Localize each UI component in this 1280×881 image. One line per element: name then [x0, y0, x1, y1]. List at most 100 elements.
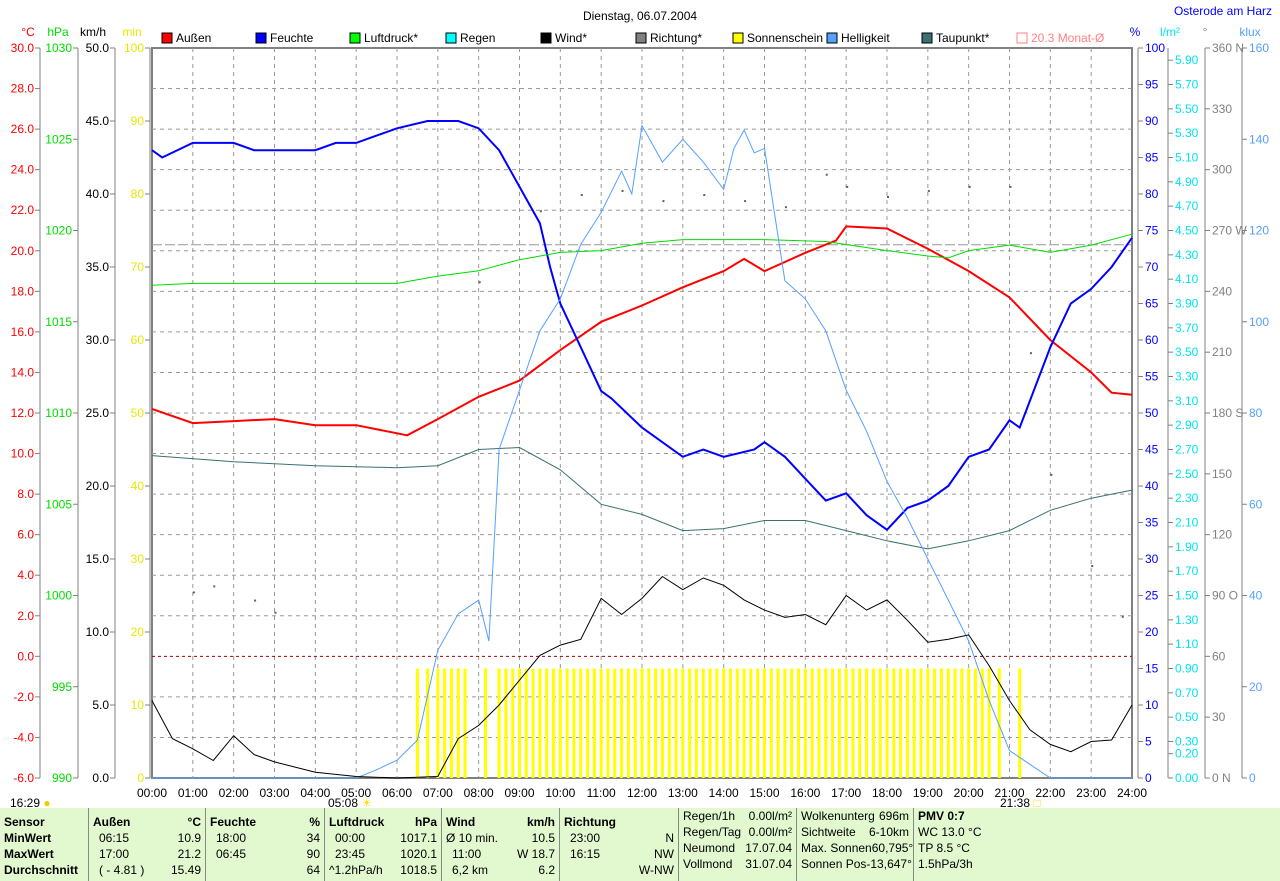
col-wind: Wind km/h Ø 10 min. 10.5 11:00 W 18.7 6,2 k…	[441, 808, 559, 881]
axis-tick-label-rain: 0.90	[1175, 662, 1199, 676]
axis-tick-label-direction: 0 N	[1212, 771, 1231, 785]
col-pmv: PMV 0:7 WC 13.0 °C TP 8.5 °C 1.5hPa/3h	[913, 808, 1280, 881]
sunshine-bar	[701, 668, 705, 778]
series-line-wind	[151, 575, 1133, 779]
sunshine-bar	[790, 668, 794, 778]
sunrise-time: 05:08 ☀	[328, 796, 373, 810]
cell: NW	[654, 847, 674, 861]
axis-tick-label-humidity: 20	[1145, 625, 1159, 639]
unit: hPa	[414, 815, 437, 829]
x-tick-label: 07:00	[423, 786, 453, 800]
sunshine-bar	[939, 668, 943, 778]
axis-tick-label-wind: 10.0	[86, 625, 110, 639]
sunshine-bar	[997, 668, 1001, 778]
axis-tick-label-direction: 120	[1212, 528, 1232, 542]
direction-point	[662, 200, 665, 203]
sunshine-bar	[967, 668, 971, 778]
x-tick-label: 06:00	[382, 786, 412, 800]
sunshine-bar	[783, 668, 787, 778]
axis-tick-label-temp: 30.0	[11, 41, 35, 55]
cell: 90	[306, 847, 320, 861]
axis-tick-label-pressure: 1000	[45, 589, 72, 603]
axis-tick-label-rain: 5.70	[1175, 78, 1199, 92]
sunshine-bar	[899, 668, 903, 778]
series-line-außen	[151, 225, 1133, 437]
axis-tick-label-sun: 70	[131, 260, 145, 274]
axis-tick-label-temp: 6.0	[17, 528, 34, 542]
axis-tick-label-humidity: 5	[1145, 735, 1152, 749]
legend-swatch	[826, 32, 838, 44]
axis-tick-label-temp: 20.0	[11, 244, 35, 258]
x-tick-label: 13:00	[668, 786, 698, 800]
axis-unit-temp: °C	[21, 25, 35, 39]
sunshine-bar	[436, 668, 440, 778]
sunshine-bar	[851, 668, 855, 778]
axis-tick-label-temp: 8.0	[17, 487, 34, 501]
sunshine-bar	[960, 668, 964, 778]
sunset-time: 21:38 □	[1000, 796, 1041, 810]
axis-tick-label-humidity: 45	[1145, 443, 1159, 457]
cell: 1018.5	[400, 863, 437, 877]
sunshine-bar	[980, 668, 984, 778]
x-tick-label: 23:00	[1076, 786, 1106, 800]
x-tick-label: 15:00	[749, 786, 779, 800]
cell: 0.00l/m²	[748, 809, 792, 823]
direction-point	[580, 194, 583, 196]
series-line-feuchte	[151, 120, 1133, 532]
sunshine-bar	[919, 668, 923, 778]
sunshine-bar	[456, 668, 460, 778]
axis-tick-label-humidity: 70	[1145, 260, 1159, 274]
sunshine-bar	[552, 668, 556, 778]
axis-tick-label-rain: 5.30	[1175, 126, 1199, 140]
sunshine-bar	[606, 668, 610, 778]
cell: 11:00	[452, 847, 482, 861]
sunshine-bar	[708, 668, 712, 778]
sunshine-bar	[933, 668, 937, 778]
cell: 6.2	[538, 863, 555, 877]
sunshine-bar	[640, 668, 644, 778]
axis-tick-label-rain: 3.30	[1175, 370, 1199, 384]
sunshine-bar	[586, 668, 590, 778]
legend-swatch	[1016, 32, 1028, 44]
x-tick-label: 00:00	[137, 786, 167, 800]
x-tick-label: 04:00	[300, 786, 330, 800]
col-sensor: Sensor MinWert MaxWert Durchschnitt	[0, 808, 88, 881]
moon-icon: ●	[43, 796, 51, 810]
sunshine-bar	[660, 668, 664, 778]
axis-unit-wind: km/h	[80, 25, 106, 39]
axis-tick-label-light: 40	[1249, 589, 1263, 603]
legend-swatch	[540, 32, 552, 44]
axis-tick-label-rain: 2.10	[1175, 516, 1199, 530]
axis-tick-label-rain: 4.10	[1175, 272, 1199, 286]
axis-tick-label-wind: 0.0	[92, 771, 109, 785]
direction-point	[744, 200, 747, 203]
sunshine-bar	[865, 668, 869, 778]
axis-tick-label-temp: -6.0	[13, 771, 34, 785]
axis-unit-rain: l/m²	[1160, 25, 1180, 39]
cell: -13,647°	[866, 857, 912, 871]
axis-tick-label-sun: 80	[131, 187, 145, 201]
axis-tick-label-temp: 10.0	[11, 447, 35, 461]
direction-point	[213, 585, 216, 588]
sunshine-bar	[449, 668, 453, 778]
unit: °C	[187, 815, 201, 829]
cell: 06:15	[99, 831, 130, 845]
sunshine-bar	[735, 668, 739, 778]
legend-swatch	[732, 32, 744, 44]
legend-item: Außen	[176, 31, 211, 45]
axis-tick-label-wind: 50.0	[86, 41, 110, 55]
col-luftdruck: Luftdruck hPa 00:00 1017.1 23:45 1020.1 ^1.…	[324, 808, 441, 881]
sunset-icon: □	[1033, 796, 1041, 810]
cell: 6,2 km	[452, 863, 489, 877]
series-line-helligkeit	[152, 124, 1132, 779]
axis-tick-label-wind: 35.0	[86, 260, 110, 274]
cell: 1020.1	[400, 847, 437, 861]
cell: 06:45	[216, 847, 247, 861]
axis-tick-label-humidity: 95	[1145, 78, 1159, 92]
axis-tick-label-pressure: 1020	[45, 224, 72, 238]
x-tick-label: 18:00	[872, 786, 902, 800]
direction-point	[1091, 565, 1094, 568]
sunshine-bar	[912, 668, 916, 778]
cell: 1017.1	[400, 831, 437, 845]
cell: 00:00	[335, 831, 366, 845]
